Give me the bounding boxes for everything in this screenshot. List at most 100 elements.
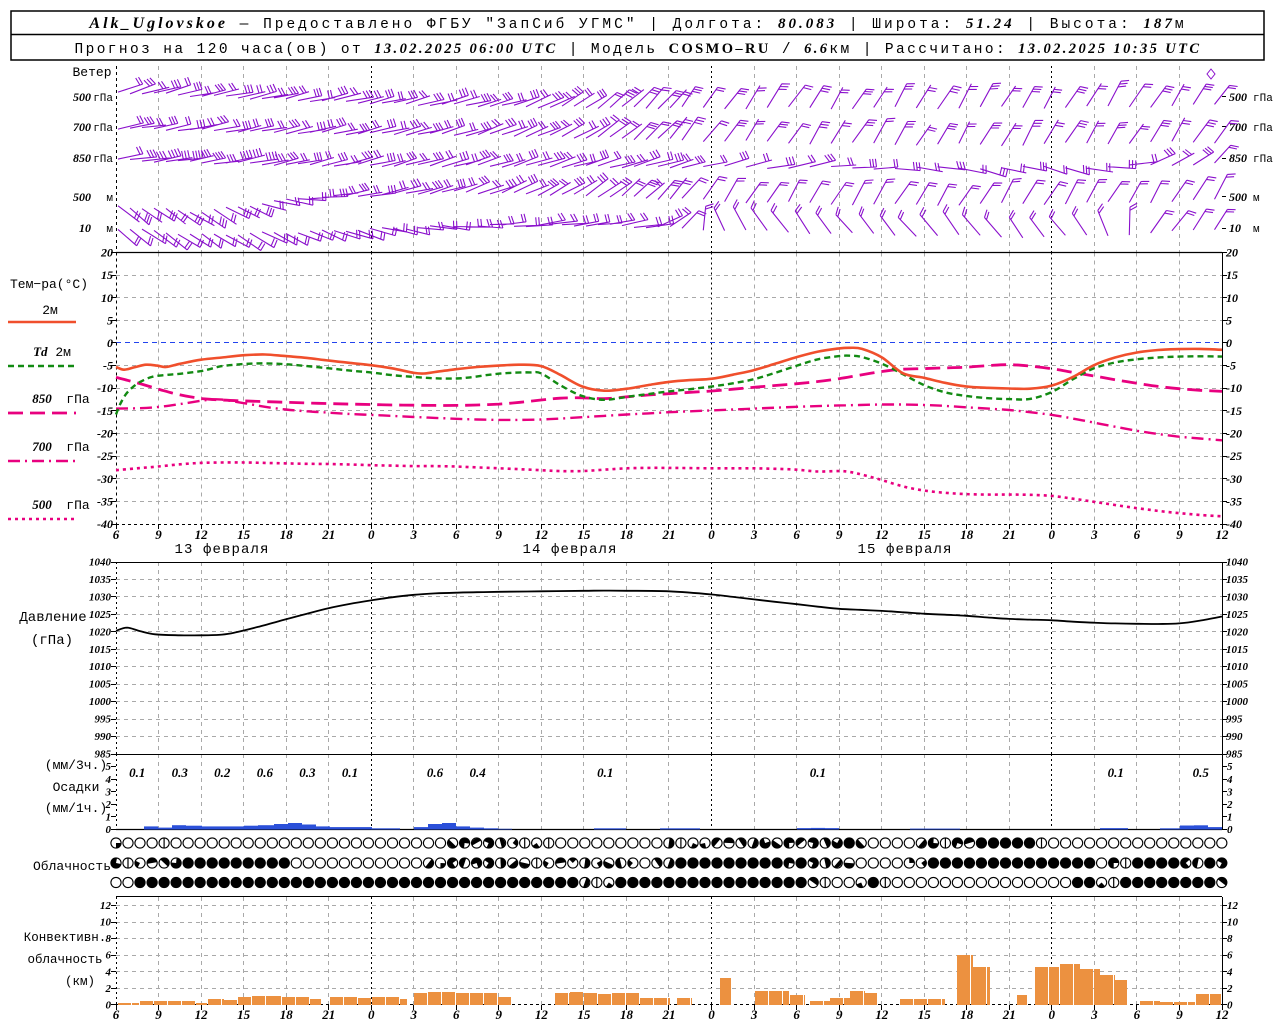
svg-text:1030: 1030 xyxy=(1226,591,1249,603)
svg-text:1030: 1030 xyxy=(89,591,112,603)
svg-text:500: 500 xyxy=(1229,90,1247,104)
svg-text:6: 6 xyxy=(113,527,120,542)
svg-text:3: 3 xyxy=(750,527,758,542)
svg-text:500: 500 xyxy=(73,190,91,204)
svg-text:12: 12 xyxy=(195,1007,209,1022)
svg-text:гПа: гПа xyxy=(66,392,90,407)
svg-text:гПа: гПа xyxy=(93,93,113,105)
svg-text:985: 985 xyxy=(95,749,112,761)
svg-text:10: 10 xyxy=(100,917,112,929)
svg-text:12: 12 xyxy=(1216,1007,1230,1022)
svg-text:9: 9 xyxy=(155,1007,162,1022)
svg-text:-35: -35 xyxy=(97,494,113,508)
svg-text:9: 9 xyxy=(155,527,162,542)
svg-text:-15: -15 xyxy=(97,404,113,418)
svg-text:15: 15 xyxy=(918,527,932,542)
svg-text:500: 500 xyxy=(1229,190,1247,204)
svg-text:10: 10 xyxy=(79,221,91,235)
svg-text:12: 12 xyxy=(195,527,209,542)
svg-text:990: 990 xyxy=(1226,731,1243,743)
svg-text:10: 10 xyxy=(101,291,113,305)
svg-text:0.1: 0.1 xyxy=(810,765,826,780)
svg-text:Конвективн.: Конвективн. xyxy=(24,931,107,945)
svg-text:15: 15 xyxy=(1226,268,1238,282)
svg-text:гПа: гПа xyxy=(1253,93,1273,105)
svg-text:1005: 1005 xyxy=(89,679,112,691)
svg-text:4: 4 xyxy=(105,966,112,978)
svg-text:-10: -10 xyxy=(1226,381,1242,395)
svg-text:Давление: Давление xyxy=(19,610,86,626)
svg-text:-25: -25 xyxy=(97,449,113,463)
svg-text:-40: -40 xyxy=(1226,517,1242,531)
svg-text:700: 700 xyxy=(73,120,91,134)
svg-text:3: 3 xyxy=(1090,527,1098,542)
svg-text:4: 4 xyxy=(105,774,112,786)
svg-text:-25: -25 xyxy=(1226,449,1242,463)
svg-text:5: 5 xyxy=(106,761,112,773)
svg-text:-5: -5 xyxy=(1226,359,1236,373)
svg-text:700: 700 xyxy=(1229,120,1247,134)
svg-text:9: 9 xyxy=(1176,527,1183,542)
svg-text:-40: -40 xyxy=(97,517,113,531)
svg-text:Alk_Uglovskoe — Предоставлено: Alk_Uglovskoe — Предоставлено ФГБУ "ЗапС… xyxy=(88,15,1186,33)
svg-text:15: 15 xyxy=(577,527,591,542)
svg-text:3: 3 xyxy=(1226,786,1233,798)
svg-text:(км): (км) xyxy=(65,975,95,989)
svg-text:4: 4 xyxy=(1226,774,1233,786)
svg-text:гПа: гПа xyxy=(1253,154,1273,166)
svg-text:15: 15 xyxy=(101,268,113,282)
svg-text:850: 850 xyxy=(73,151,91,165)
svg-text:2: 2 xyxy=(1226,983,1233,995)
svg-text:1015: 1015 xyxy=(1226,644,1249,656)
svg-text:12: 12 xyxy=(100,900,112,912)
svg-text:3: 3 xyxy=(1090,1007,1098,1022)
svg-text:Ветер: Ветер xyxy=(72,65,111,80)
svg-text:0: 0 xyxy=(106,1000,112,1012)
svg-text:5: 5 xyxy=(107,313,113,327)
svg-text:995: 995 xyxy=(1226,714,1243,726)
svg-text:Прогноз на 120 часа(ов) от 13.: Прогноз на 120 часа(ов) от 13.02.2025 06… xyxy=(75,41,1202,58)
svg-text:1020: 1020 xyxy=(1226,626,1249,638)
svg-text:12: 12 xyxy=(1227,900,1239,912)
svg-text:-20: -20 xyxy=(97,427,113,441)
svg-text:0.2: 0.2 xyxy=(214,765,231,780)
svg-text:1000: 1000 xyxy=(89,696,112,708)
svg-text:0.1: 0.1 xyxy=(129,765,145,780)
svg-text:15: 15 xyxy=(918,1007,932,1022)
svg-text:15: 15 xyxy=(237,1007,251,1022)
svg-text:6: 6 xyxy=(1134,1007,1141,1022)
svg-text:12: 12 xyxy=(1216,527,1230,542)
svg-text:(гПа): (гПа) xyxy=(31,633,73,649)
svg-text:700: 700 xyxy=(32,439,52,454)
svg-text:-10: -10 xyxy=(97,381,113,395)
svg-text:1010: 1010 xyxy=(89,661,112,673)
svg-text:850: 850 xyxy=(32,391,52,406)
svg-text:0: 0 xyxy=(1049,527,1056,542)
svg-text:3: 3 xyxy=(105,786,112,798)
svg-text:6: 6 xyxy=(453,527,460,542)
svg-text:Td 2м: Td 2м xyxy=(33,344,71,360)
svg-text:(мм/3ч.): (мм/3ч.) xyxy=(45,758,107,773)
svg-text:21: 21 xyxy=(321,1007,335,1022)
svg-text:5: 5 xyxy=(1226,313,1232,327)
svg-text:1025: 1025 xyxy=(1226,609,1249,621)
svg-text:-30: -30 xyxy=(1226,472,1242,486)
svg-text:0: 0 xyxy=(708,1007,715,1022)
svg-text:1025: 1025 xyxy=(89,609,112,621)
svg-text:0: 0 xyxy=(106,824,112,836)
svg-text:12: 12 xyxy=(535,527,549,542)
svg-text:21: 21 xyxy=(662,1007,676,1022)
svg-text:10: 10 xyxy=(1229,221,1241,235)
svg-text:6: 6 xyxy=(106,950,112,962)
svg-text:0: 0 xyxy=(1227,824,1233,836)
svg-text:0: 0 xyxy=(368,1007,375,1022)
svg-text:20: 20 xyxy=(1225,246,1238,260)
svg-text:1040: 1040 xyxy=(1226,557,1249,569)
svg-text:0: 0 xyxy=(708,527,715,542)
svg-text:-30: -30 xyxy=(97,472,113,486)
svg-text:6: 6 xyxy=(113,1007,120,1022)
svg-text:1020: 1020 xyxy=(89,626,112,638)
svg-text:10: 10 xyxy=(1227,917,1239,929)
svg-text:1: 1 xyxy=(1227,812,1233,824)
svg-text:6: 6 xyxy=(1227,950,1233,962)
